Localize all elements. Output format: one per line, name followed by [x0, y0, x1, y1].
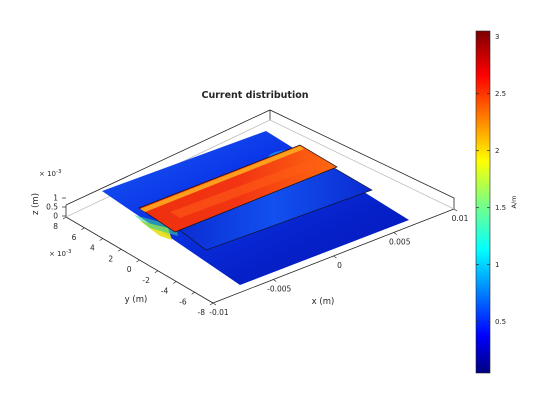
colorbar-tick-label: 2.5	[495, 90, 506, 98]
colorbar-tick-label: 2	[495, 147, 499, 155]
y-tick-mark	[173, 281, 177, 284]
y-tick-label: -4	[161, 287, 169, 296]
y-tick-mark	[136, 259, 140, 263]
colorbar-tick-label: 3	[495, 33, 499, 41]
colorbar-tick-label: 1.5	[495, 204, 506, 212]
x-tick-mark	[453, 208, 458, 212]
chart-title: Current distribution	[201, 90, 308, 101]
patch-warm-band	[170, 160, 320, 218]
x-tick-labels: -0.01 -0.005 0 0.005 0.01	[209, 208, 469, 317]
y-tick-label: 2	[108, 254, 113, 263]
colorbar	[475, 30, 491, 374]
y-tick-label: -6	[179, 297, 187, 306]
y-tick-mark	[191, 291, 195, 295]
x-tick-mark	[333, 255, 337, 259]
y-tick-mark	[81, 227, 85, 231]
x-axis-label: x (m)	[312, 297, 335, 307]
y-axis-label: y (m)	[125, 295, 148, 305]
colorbar-label: A/m	[510, 196, 518, 209]
x-tick-label: 0.005	[389, 238, 411, 247]
x-tick-mark	[393, 232, 397, 235]
x-tick-label: 0.01	[452, 214, 469, 223]
patch-edge-strip	[140, 146, 304, 212]
y-tick-mark	[99, 238, 103, 241]
z-exponent-label: × 10-3	[39, 169, 62, 178]
y-tick-label: 8	[53, 222, 58, 231]
y-tick-label: -8	[198, 308, 206, 317]
z-tick-label: 1	[53, 194, 58, 203]
y-tick-mark	[117, 248, 122, 252]
colorbar-tick-label: 0.5	[495, 318, 506, 326]
z-axis-label: z (m)	[31, 193, 41, 215]
colorbar-tick-label: 1	[495, 261, 499, 269]
z-tick-label: 0	[53, 212, 58, 221]
x-tick-mark	[273, 279, 277, 282]
ground-edge-glow	[134, 215, 178, 236]
x-tick-label: 0	[337, 261, 342, 270]
y-tick-mark	[209, 302, 214, 306]
y-tick-label: 0	[127, 265, 132, 274]
y-tick-mark	[62, 216, 67, 220]
y-tick-label: -2	[142, 276, 150, 285]
y-exponent-label: × 10-3	[49, 249, 72, 258]
z-tick-label: 0.5	[46, 203, 58, 212]
y-tick-mark	[154, 270, 159, 274]
y-tick-label: 6	[72, 233, 77, 242]
x-tick-label: -0.005	[267, 285, 291, 294]
x-tick-label: -0.01	[209, 308, 229, 317]
y-tick-label: 4	[90, 244, 95, 253]
y-tick-labels: -8 -6 -4 -2 0 2 4 6 8	[53, 216, 214, 317]
colorbar-ticks: 0.5 1 1.5 2 2.5 3	[476, 33, 506, 326]
x-tick-mark	[212, 302, 217, 306]
z-tick-labels: 00.51	[46, 194, 66, 221]
